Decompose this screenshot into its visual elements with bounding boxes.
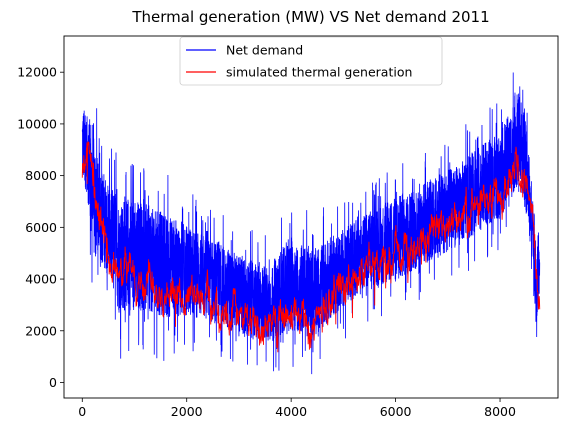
x-tick-label: 0 — [78, 404, 86, 419]
x-axis: 0 2000 4000 6000 8000 — [78, 398, 516, 419]
series-net-demand-line — [81, 72, 541, 375]
x-tick-label: 8000 — [484, 404, 516, 419]
legend: Net demand simulated thermal generation — [179, 36, 443, 86]
y-axis: 0 2000 4000 6000 8000 10000 12000 — [17, 65, 64, 390]
series-simulated-thermal-line — [81, 141, 541, 353]
y-tick-label: 10000 — [17, 116, 57, 131]
x-tick-label: 2000 — [171, 404, 203, 419]
legend-label: Net demand — [226, 43, 303, 58]
x-tick-label: 6000 — [380, 404, 412, 419]
axes-frame — [63, 35, 559, 399]
y-tick-label: 4000 — [25, 272, 57, 287]
plot-area — [81, 72, 541, 375]
chart-title: Thermal generation (MW) VS Net demand 20… — [131, 8, 489, 26]
y-tick-label: 12000 — [17, 65, 57, 80]
y-tick-label: 2000 — [25, 323, 57, 338]
legend-box — [179, 36, 443, 86]
y-tick-label: 8000 — [25, 168, 57, 183]
y-tick-label: 0 — [49, 375, 57, 390]
y-tick-label: 6000 — [25, 220, 57, 235]
x-tick-label: 4000 — [275, 404, 307, 419]
legend-label: simulated thermal generation — [226, 65, 412, 80]
